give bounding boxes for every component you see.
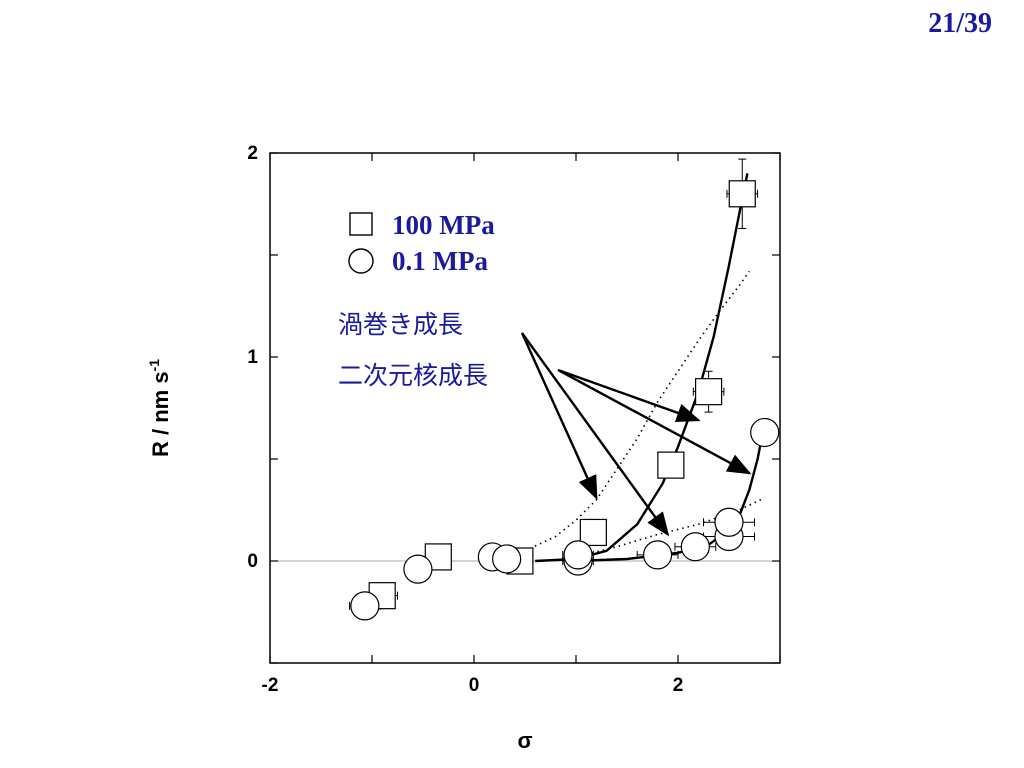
circle-marker (642, 540, 673, 570)
x-tick-label: 2 (673, 675, 684, 696)
y-tick-label: 2 (247, 143, 258, 164)
y-axis-label-sup: -1 (146, 359, 162, 372)
y-axis-label: R / nm s-1 (146, 359, 173, 457)
y-tick-label: 1 (247, 347, 258, 368)
x-tick-label: 0 (469, 675, 480, 696)
page-number: 21/39 (928, 8, 992, 39)
circle-marker (563, 540, 593, 570)
y-tick-label: 0 (247, 551, 258, 572)
square-marker (579, 518, 607, 547)
x-tick-label: -2 (262, 675, 279, 696)
circle-marker (492, 544, 522, 574)
annotation-label: 二次元核成長 (338, 361, 488, 390)
legend-label: 0.1 MPa (392, 246, 488, 276)
annotation-arrow (557, 368, 752, 475)
solid-fit-curve (535, 173, 749, 563)
square-marker (694, 378, 723, 406)
dotted-fit-curve (524, 270, 751, 552)
annotation-label: 渦巻き成長 (338, 310, 463, 339)
x-axis-label: σ (517, 728, 532, 753)
legend-label: 100 MPa (392, 210, 495, 240)
circle-marker (350, 591, 380, 621)
legend-square-icon (349, 212, 373, 236)
circle-marker (750, 417, 780, 448)
plot-frame (269, 152, 781, 664)
annotation-arrow (520, 332, 598, 500)
circle-marker (680, 532, 710, 562)
dotted-fit-curve (575, 497, 766, 558)
legend-circle-icon (348, 248, 374, 274)
y-axis-label-group: R / nm s-1 (146, 359, 173, 457)
data-points (350, 180, 780, 621)
square-marker (728, 180, 756, 208)
circle-marker (714, 507, 744, 537)
legend: 100 MPa 0.1 MPa (348, 210, 495, 276)
circle-marker (403, 554, 433, 584)
axis-ticks: -2 0 2 0 1 2 (247, 143, 781, 696)
annotation-arrow (557, 368, 701, 423)
annotation-arrow (521, 332, 670, 537)
square-marker (657, 451, 685, 479)
y-axis-label-main: R / nm s (148, 371, 173, 457)
